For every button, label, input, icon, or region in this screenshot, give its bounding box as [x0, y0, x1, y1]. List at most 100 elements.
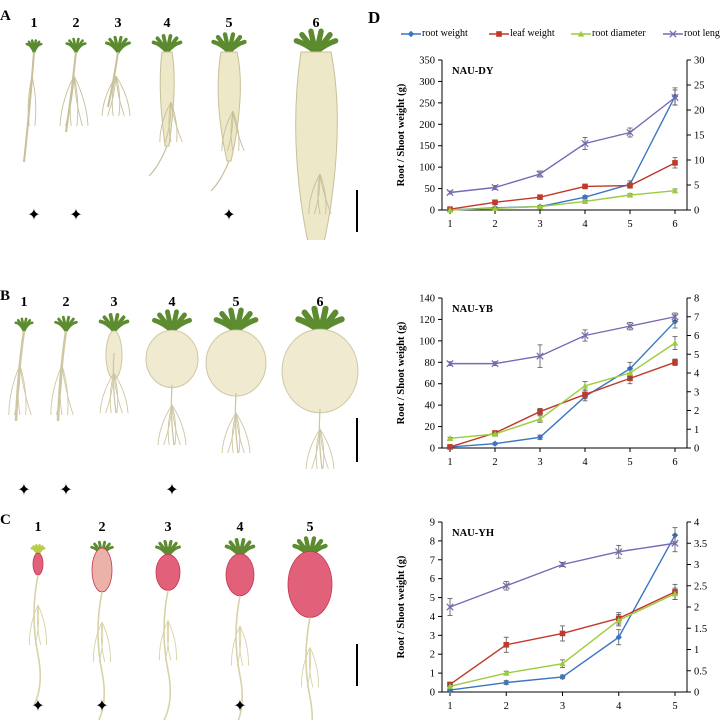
root-hair [73, 75, 83, 127]
x-tick-label: 4 [582, 457, 588, 468]
scale-bar [356, 644, 358, 686]
data-point [536, 415, 544, 422]
stage-number: 5 [225, 16, 233, 31]
data-point [582, 391, 588, 398]
data-point [446, 683, 454, 689]
root-hair [226, 110, 234, 152]
root-hair [313, 173, 321, 215]
root-tip [163, 590, 172, 720]
panel-letter-c: C [0, 512, 11, 528]
y2-tick-label: 15 [694, 131, 705, 142]
y-tick-label: 9 [430, 518, 435, 529]
leaf [226, 39, 247, 55]
data-point [626, 322, 634, 330]
y-tick-label: 300 [419, 77, 435, 88]
data-point [491, 440, 499, 447]
stage-number: 4 [168, 295, 176, 310]
root-tip [235, 595, 244, 720]
x-tick-label: 3 [537, 457, 542, 468]
data-point [446, 603, 454, 611]
data-point [559, 660, 566, 667]
root-hair [166, 620, 172, 661]
root-hair [73, 75, 79, 127]
series-root-diameter [446, 587, 679, 689]
series-leaf-weight [447, 583, 678, 688]
y2-tick-label: 5 [694, 181, 699, 192]
legend-item: root length [662, 28, 720, 39]
root-hair [221, 412, 237, 454]
y2-tick-label: 4 [694, 369, 700, 380]
leaf [116, 41, 131, 54]
data-point [492, 199, 498, 206]
chart-svg: 0 1 2 3 4 5 6 7 8 9 0 0.5 1 1.5 2 2.5 3 3.5 4 1 2 3 4 5 Root / S… [396, 518, 707, 713]
root-hair [93, 621, 103, 663]
root-hair [36, 604, 42, 646]
y-tick-label: 100 [419, 163, 435, 174]
root-hair [231, 625, 241, 666]
y2-tick-label: 3.5 [694, 539, 707, 550]
stage-number: 4 [163, 16, 171, 31]
y-tick-label: 50 [425, 184, 436, 195]
y-tick-label: 150 [419, 141, 435, 152]
data-point [581, 331, 589, 340]
root-hair [100, 621, 106, 663]
stage-number: 2 [62, 295, 70, 310]
x-tick-label: 5 [627, 219, 632, 230]
data-point [446, 359, 454, 368]
y2-tick-label: 0 [694, 444, 699, 455]
root-hair [319, 428, 325, 470]
data-point [491, 183, 499, 192]
root-hair [73, 75, 89, 127]
root-hair [8, 364, 21, 416]
series-root-length [446, 89, 679, 197]
root-hair [317, 173, 321, 215]
data-point [671, 339, 679, 346]
series-leaf-weight [447, 358, 678, 450]
y-tick-label: 80 [425, 358, 436, 369]
data-point [672, 359, 678, 366]
series-line [449, 190, 676, 211]
leaf [74, 42, 87, 54]
data-point [446, 435, 454, 441]
data-point [581, 198, 589, 205]
panel-a: A 1 ✦ 2 ✦ 3 4 5 ✦ 6 [0, 0, 380, 240]
root-hair [235, 412, 251, 454]
data-point [671, 187, 679, 194]
root-tip [305, 617, 314, 720]
legend-item: leaf weight [488, 28, 555, 39]
root-hair [37, 604, 47, 646]
y-tick-label: 350 [419, 56, 435, 67]
root-hair [19, 364, 32, 416]
stage-number: 5 [306, 520, 314, 535]
x-tick-label: 4 [582, 219, 588, 230]
sample-marker: ✦ [233, 698, 247, 715]
y2-tick-label: 4 [694, 518, 700, 529]
data-point [503, 679, 510, 686]
legend-label: root diameter [592, 28, 646, 39]
root-hair [319, 173, 327, 215]
root-body [295, 51, 338, 240]
stage-number: 6 [312, 16, 320, 31]
legend-item: root diameter [570, 28, 646, 39]
root-hair [101, 621, 111, 663]
x-tick-label: 5 [672, 701, 677, 712]
root-hair [235, 412, 245, 454]
legend-swatch-icon [663, 30, 683, 38]
chart-svg: 0 20 40 60 80 100 120 140 0 1 2 3 4 5 6 7 8 1 2 3 4 5 6 Root / … [396, 294, 700, 469]
x-tick-label: 1 [447, 457, 452, 468]
legend-label: root length [684, 28, 720, 39]
root-hair [305, 428, 321, 470]
root-hair [238, 625, 244, 666]
root-hair [17, 364, 21, 416]
sample-marker: ✦ [95, 698, 109, 715]
root-hair [113, 372, 123, 414]
root-hair [227, 412, 237, 454]
root-hair [235, 412, 241, 454]
root-hair [159, 101, 172, 143]
y-tick-label: 0 [430, 688, 435, 699]
data-point [671, 93, 679, 102]
legend-swatch-icon [489, 30, 509, 37]
y-tick-label: 140 [419, 294, 435, 305]
chart-legend: root weight leaf weight root diameter root … [400, 28, 720, 44]
root-hair [164, 620, 170, 661]
